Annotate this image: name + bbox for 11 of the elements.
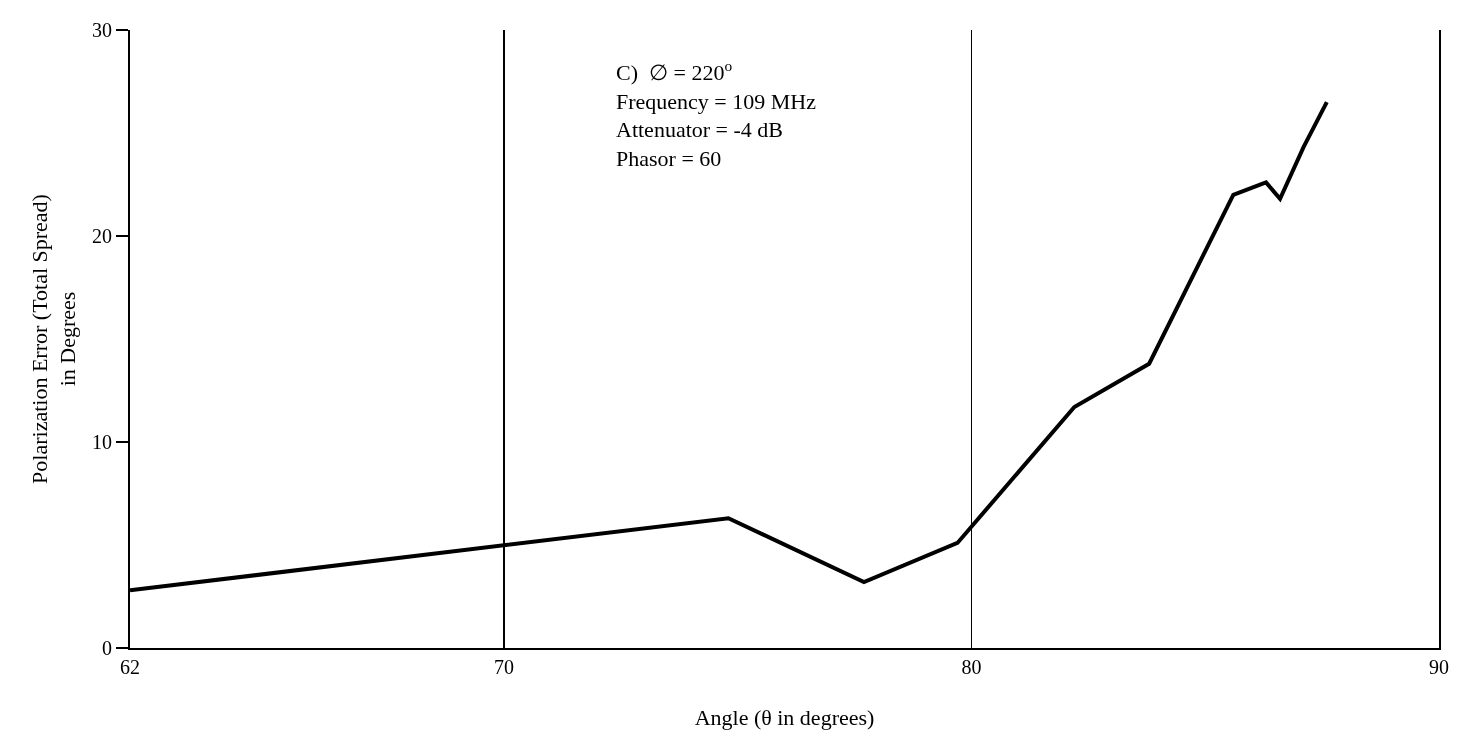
y-tick-label: 10 xyxy=(92,431,112,453)
y-tick-label: 20 xyxy=(92,225,112,247)
annotation: C) ∅ = 220$^{o}$ Frequency = 109 MHz Attenuator = -4 dB Phasor = 60 xyxy=(616,57,817,172)
y-tick-label: 30 xyxy=(92,19,112,41)
x-tick-label: 62 xyxy=(120,656,140,678)
x-tick-label: 90 xyxy=(1429,656,1449,678)
y-tick-label: 0 xyxy=(102,637,112,659)
x-tick-label: 80 xyxy=(961,656,982,678)
y-axis-title: Polarization Error (Total Spread) in Degrees xyxy=(26,194,81,484)
x-tick-label: 70 xyxy=(494,656,514,678)
x-axis-title: Angle (θ in degrees) xyxy=(694,705,875,730)
